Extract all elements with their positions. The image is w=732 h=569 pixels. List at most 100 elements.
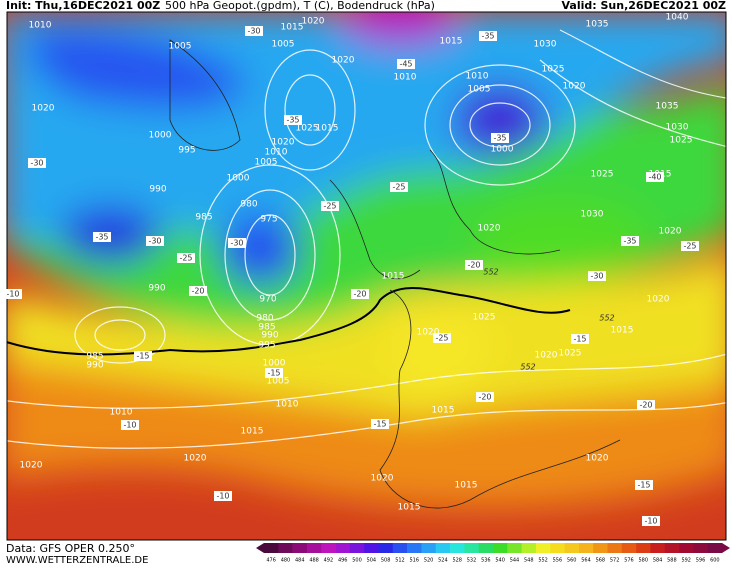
legend-level: 500 <box>352 558 362 564</box>
legend-swatch <box>636 543 651 553</box>
legend-level: 540 <box>495 558 505 564</box>
legend-swatch <box>450 543 465 553</box>
temperature-label-box <box>265 368 283 378</box>
legend-level: 556 <box>553 558 563 564</box>
isobar-label: 985 <box>86 352 103 362</box>
legend-level: 484 <box>295 558 305 564</box>
temperature-label-box <box>646 172 664 182</box>
temperature-label-box <box>433 333 451 343</box>
coastlines <box>169 39 621 509</box>
legend-level: 520 <box>424 558 434 564</box>
isobar-label: 1020 <box>478 224 501 234</box>
legend-level: 476 <box>266 558 276 564</box>
data-source: Data: GFS OPER 0.250° <box>6 542 135 555</box>
legend-swatch <box>535 543 551 553</box>
temperature-label: -15 <box>373 420 386 429</box>
height-label: 552 <box>520 363 535 372</box>
isobar-label: 1025 <box>591 170 614 180</box>
temperature-label-box <box>479 31 497 41</box>
isobar-label: 995 <box>258 341 275 351</box>
isobar-label: 1010 <box>466 72 489 82</box>
isobar-label: 1020 <box>535 351 558 361</box>
temperature-label-box <box>390 182 408 192</box>
isobar-label: 1005 <box>468 85 491 95</box>
legend-swatch <box>292 543 308 553</box>
isobar-label: 1005 <box>267 377 290 387</box>
temperature-label-box <box>245 26 263 36</box>
legend-level: 564 <box>581 558 591 564</box>
temperature-label: -20 <box>191 287 204 296</box>
temperature-label: -35 <box>623 237 636 246</box>
legend-swatch <box>378 543 394 553</box>
isobar-label: 1020 <box>332 56 355 66</box>
legend-level: 524 <box>438 558 448 564</box>
legend-level: 588 <box>667 558 677 564</box>
legend-swatch <box>593 543 608 553</box>
isobar-label: 1025 <box>473 313 496 323</box>
isobar-label: 1015 <box>455 481 478 491</box>
isobar-label: 1025 <box>296 124 319 134</box>
isobar-label: 1010 <box>110 408 133 418</box>
isobar-label: 1005 <box>255 158 278 168</box>
temperature-label-box <box>397 59 415 69</box>
isobar-label: 990 <box>261 331 278 341</box>
isobar-label: 1005 <box>272 40 295 50</box>
temperature-label: -35 <box>481 32 494 41</box>
temperature-label-box <box>621 236 639 246</box>
legend-arrow-right <box>722 543 730 553</box>
isobar-label: 985 <box>195 213 212 223</box>
height-label: 552 <box>599 314 614 323</box>
legend-swatch <box>464 543 479 553</box>
temperature-label: -25 <box>683 242 696 251</box>
temperature-label: -45 <box>399 60 412 69</box>
temperature-label-box <box>491 133 509 143</box>
temperature-label: -15 <box>267 369 280 378</box>
temperature-label: -20 <box>467 261 480 270</box>
isobar-label: 970 <box>259 295 276 305</box>
legend-swatch <box>550 543 565 553</box>
isobar-label: 1015 <box>281 23 304 33</box>
legend-level: 584 <box>653 558 663 564</box>
legend-level: 480 <box>281 558 291 564</box>
temperature-label: -25 <box>392 183 405 192</box>
isobar-label: 990 <box>148 284 165 294</box>
isobar-label: 1020 <box>20 461 43 471</box>
isobar-label: 980 <box>256 314 273 324</box>
legend-level: 576 <box>624 558 634 564</box>
isobar-label: 1020 <box>32 104 55 114</box>
legend-swatch <box>607 543 623 553</box>
legend-level: 600 <box>710 558 720 564</box>
temperature-label-box <box>637 400 655 410</box>
legend-swatch <box>278 543 293 553</box>
temperature-label: -20 <box>639 401 652 410</box>
temperature-label-box <box>4 289 22 299</box>
isobar-label: 1010 <box>394 73 417 83</box>
temperature-label-box <box>284 115 302 125</box>
temperature-label: -30 <box>247 27 260 36</box>
height-contour <box>7 287 571 356</box>
legend-level: 548 <box>524 558 534 564</box>
legend-swatch <box>521 543 537 553</box>
isobar-label: 1020 <box>302 17 325 27</box>
isobar-label: 1030 <box>666 123 689 133</box>
legend-swatch <box>478 543 494 553</box>
legend-level: 560 <box>567 558 577 564</box>
legend-swatch <box>349 543 365 553</box>
temperature-label: -25 <box>179 254 192 263</box>
temperature-label-box <box>371 419 389 429</box>
isobar-label: 1020 <box>563 82 586 92</box>
temperature-label: -30 <box>148 237 161 246</box>
temperature-label-box <box>571 334 589 344</box>
temperature-label: -25 <box>435 334 448 343</box>
isobar-label: 1035 <box>586 20 609 30</box>
legend-swatch <box>578 543 594 553</box>
legend-swatch <box>564 543 580 553</box>
isobar-label: 1000 <box>227 174 250 184</box>
legend-level: 552 <box>538 558 548 564</box>
temperature-label-box <box>189 286 207 296</box>
legend-level: 504 <box>367 558 377 564</box>
legend-swatch <box>321 543 336 553</box>
legend-level: 536 <box>481 558 491 564</box>
